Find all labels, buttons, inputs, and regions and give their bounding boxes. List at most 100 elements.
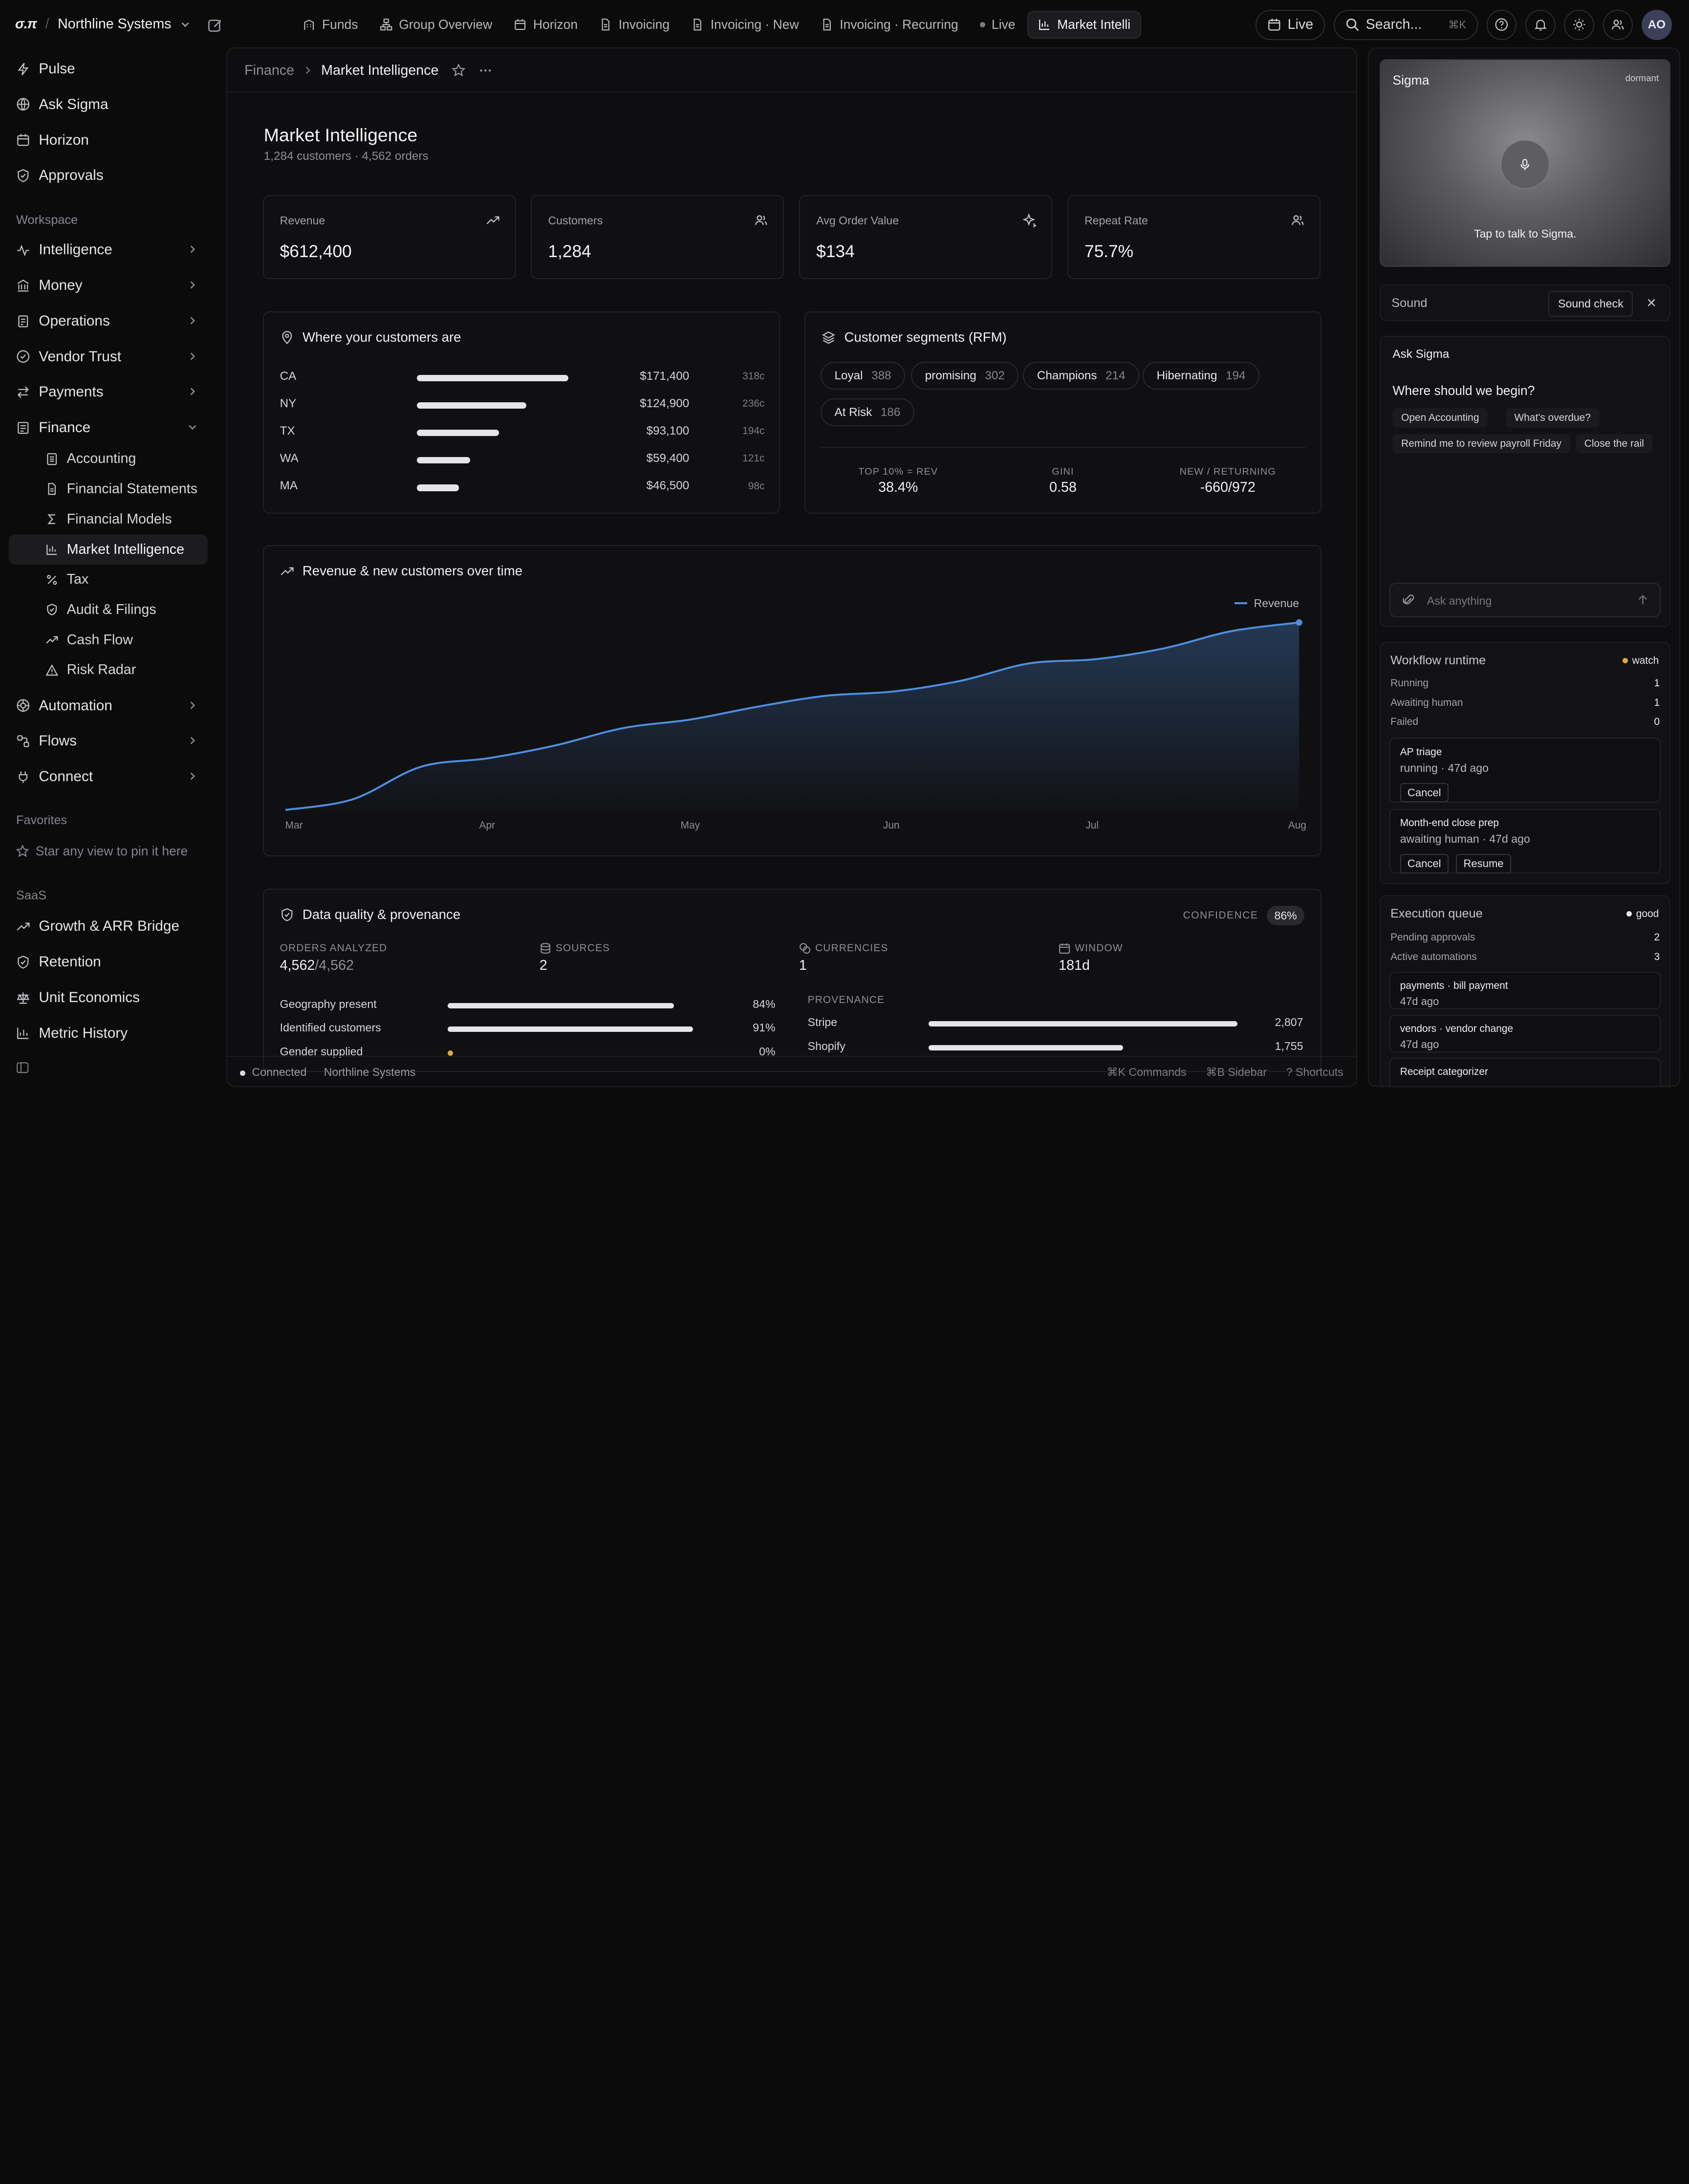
tab-label: Invoicing	[618, 17, 670, 32]
queue-item-when: 47d ago	[1400, 995, 1439, 1007]
segment-pill[interactable]: At Risk 186	[821, 398, 914, 427]
tab-label: Market Intelli	[1057, 17, 1131, 32]
sidebar-item-finance[interactable]: Finance	[9, 413, 208, 443]
segment-pill[interactable]: Hibernating 194	[1143, 362, 1260, 390]
sidebar-toggle-icon[interactable]	[16, 1061, 29, 1074]
sidebar-item-horizon[interactable]: Horizon	[9, 125, 208, 155]
suggestion-chip[interactable]: Remind me to review payroll Friday	[1392, 434, 1570, 454]
document-icon	[823, 19, 831, 31]
compose-icon[interactable]	[207, 17, 224, 34]
sidebar-item-metric-history[interactable]: Metric History	[9, 1018, 208, 1048]
chevron-right-icon	[190, 701, 195, 709]
org-switcher[interactable]: σ.π / Northline Systems	[15, 16, 191, 32]
kpi-label: Customers	[548, 214, 603, 227]
geo-bar	[416, 430, 499, 437]
segment-pill[interactable]: Loyal 388	[821, 362, 905, 390]
sidebar-item-risk-radar[interactable]: Risk Radar	[9, 655, 208, 685]
team-button[interactable]	[1602, 9, 1633, 40]
sidebar-item-unit-economics[interactable]: Unit Economics	[9, 983, 208, 1013]
sidebar-item-vendor-trust[interactable]: Vendor Trust	[9, 342, 208, 372]
sidebar-item-label: Metric History	[39, 1025, 128, 1041]
avatar[interactable]: AO	[1642, 9, 1672, 40]
queue-row: Pending approvals 2	[1390, 932, 1660, 943]
more-icon[interactable]	[478, 64, 493, 78]
star-icon[interactable]	[451, 63, 466, 78]
cancel-button[interactable]: Cancel	[1400, 854, 1449, 874]
workflow-row: Running 1	[1390, 677, 1660, 689]
sidebar-item-approvals[interactable]: Approvals	[9, 160, 208, 191]
queue-item[interactable]: vendors · vendor change 47d ago	[1389, 1014, 1661, 1052]
sidebar-item-ask-sigma[interactable]: Ask Sigma	[9, 89, 208, 120]
theme-toggle[interactable]	[1564, 9, 1595, 40]
sidebar-item-operations[interactable]: Operations	[9, 306, 208, 336]
document-icon	[693, 19, 702, 31]
close-icon[interactable]	[1645, 296, 1658, 309]
tab-market-intelligence[interactable]: Market Intelli	[1027, 11, 1141, 39]
shortcuts-help[interactable]: ? Shortcuts	[1286, 1065, 1343, 1078]
breadcrumb-parent[interactable]: Finance	[244, 62, 295, 78]
tab-invoicing-recurring[interactable]: Invoicing · Recurring	[811, 11, 968, 39]
revenue-last-point[interactable]	[1296, 619, 1302, 626]
help-button[interactable]	[1486, 9, 1517, 40]
chevron-right-icon	[190, 352, 195, 360]
suggestion-chip[interactable]: Open Accounting	[1392, 408, 1488, 428]
resume-button[interactable]: Resume	[1456, 854, 1511, 874]
segment-count: 214	[1105, 369, 1126, 382]
queue-item[interactable]: payments · bill payment 47d ago	[1389, 971, 1661, 1009]
coverage-row: Geography present 84%	[280, 998, 776, 1013]
sidebar-item-retention[interactable]: Retention	[9, 947, 208, 977]
cancel-button[interactable]: Cancel	[1400, 783, 1449, 803]
sidebar-item-automation[interactable]: Automation	[9, 691, 208, 721]
sidebar-item-label: Cash Flow	[66, 632, 133, 648]
search-shortcut: ⌘K	[1448, 18, 1467, 31]
commands-shortcut[interactable]: ⌘K Commands	[1106, 1065, 1187, 1078]
queue-item-name: vendors · vendor change	[1400, 1023, 1514, 1035]
star-icon	[16, 845, 29, 857]
sidebar-item-tax[interactable]: Tax	[9, 565, 208, 595]
sidebar-item-connect[interactable]: Connect	[9, 762, 208, 792]
coverage-pct: 91%	[753, 1021, 776, 1034]
tab-funds[interactable]: Funds	[293, 11, 368, 39]
tab-invoicing[interactable]: Invoicing	[589, 11, 679, 39]
shield-check-icon	[18, 169, 29, 182]
tab-invoicing-new[interactable]: Invoicing · New	[681, 11, 808, 39]
live-button[interactable]: Live	[1255, 9, 1325, 40]
geo-amount: $93,100	[646, 424, 690, 437]
queue-item[interactable]: Receipt categorizer	[1389, 1058, 1661, 1086]
tab-live[interactable]: Live	[970, 11, 1025, 39]
ask-input[interactable]: Ask anything	[1389, 583, 1661, 617]
sidebar-item-growth-arr[interactable]: Growth & ARR Bridge	[9, 912, 208, 942]
tab-group-overview[interactable]: Group Overview	[370, 11, 502, 39]
kpi-label: Avg Order Value	[816, 214, 899, 227]
sidebar-item-audit-filings[interactable]: Audit & Filings	[9, 595, 208, 625]
status-bar: Connected Northline Systems ⌘K Commands …	[227, 1056, 1357, 1086]
stat-value: 2	[539, 958, 547, 973]
search-input[interactable]: Search... ⌘K	[1333, 9, 1478, 40]
send-icon[interactable]	[1635, 592, 1650, 608]
sidebar-item-flows[interactable]: Flows	[9, 726, 208, 757]
sidebar-item-cash-flow[interactable]: Cash Flow	[9, 625, 208, 655]
sidebar-item-label: Financial Models	[66, 511, 172, 527]
sound-check-button[interactable]: Sound check	[1548, 290, 1633, 317]
workflow-job: AP triage running · 47d ago Cancel	[1389, 738, 1661, 803]
sidebar-item-market-intelligence[interactable]: Market Intelligence	[8, 534, 208, 565]
tab-horizon[interactable]: Horizon	[504, 11, 587, 39]
suggestion-chip[interactable]: Close the rail	[1576, 434, 1653, 454]
segment-pill[interactable]: Champions 214	[1023, 362, 1139, 390]
paperclip-icon[interactable]	[1402, 593, 1415, 606]
org-name: Northline Systems	[58, 16, 172, 32]
sidebar-item-money[interactable]: Money	[9, 270, 208, 301]
workflow-icon	[17, 735, 29, 747]
notifications-button[interactable]	[1525, 9, 1556, 40]
sidebar-item-pulse[interactable]: Pulse	[9, 54, 208, 84]
sidebar-shortcut[interactable]: ⌘B Sidebar	[1206, 1065, 1267, 1078]
segment-pill[interactable]: promising 302	[911, 362, 1019, 390]
sidebar-item-intelligence[interactable]: Intelligence	[9, 235, 208, 265]
sound-label: Sound	[1391, 296, 1428, 310]
mic-button[interactable]	[1500, 140, 1550, 190]
sidebar-item-financial-models[interactable]: Financial Models	[9, 504, 208, 535]
sidebar-item-accounting[interactable]: Accounting	[9, 444, 208, 474]
suggestion-chip[interactable]: What's overdue?	[1505, 408, 1600, 428]
sidebar-item-financial-statements[interactable]: Financial Statements	[9, 474, 208, 504]
sidebar-item-payments[interactable]: Payments	[9, 377, 208, 407]
